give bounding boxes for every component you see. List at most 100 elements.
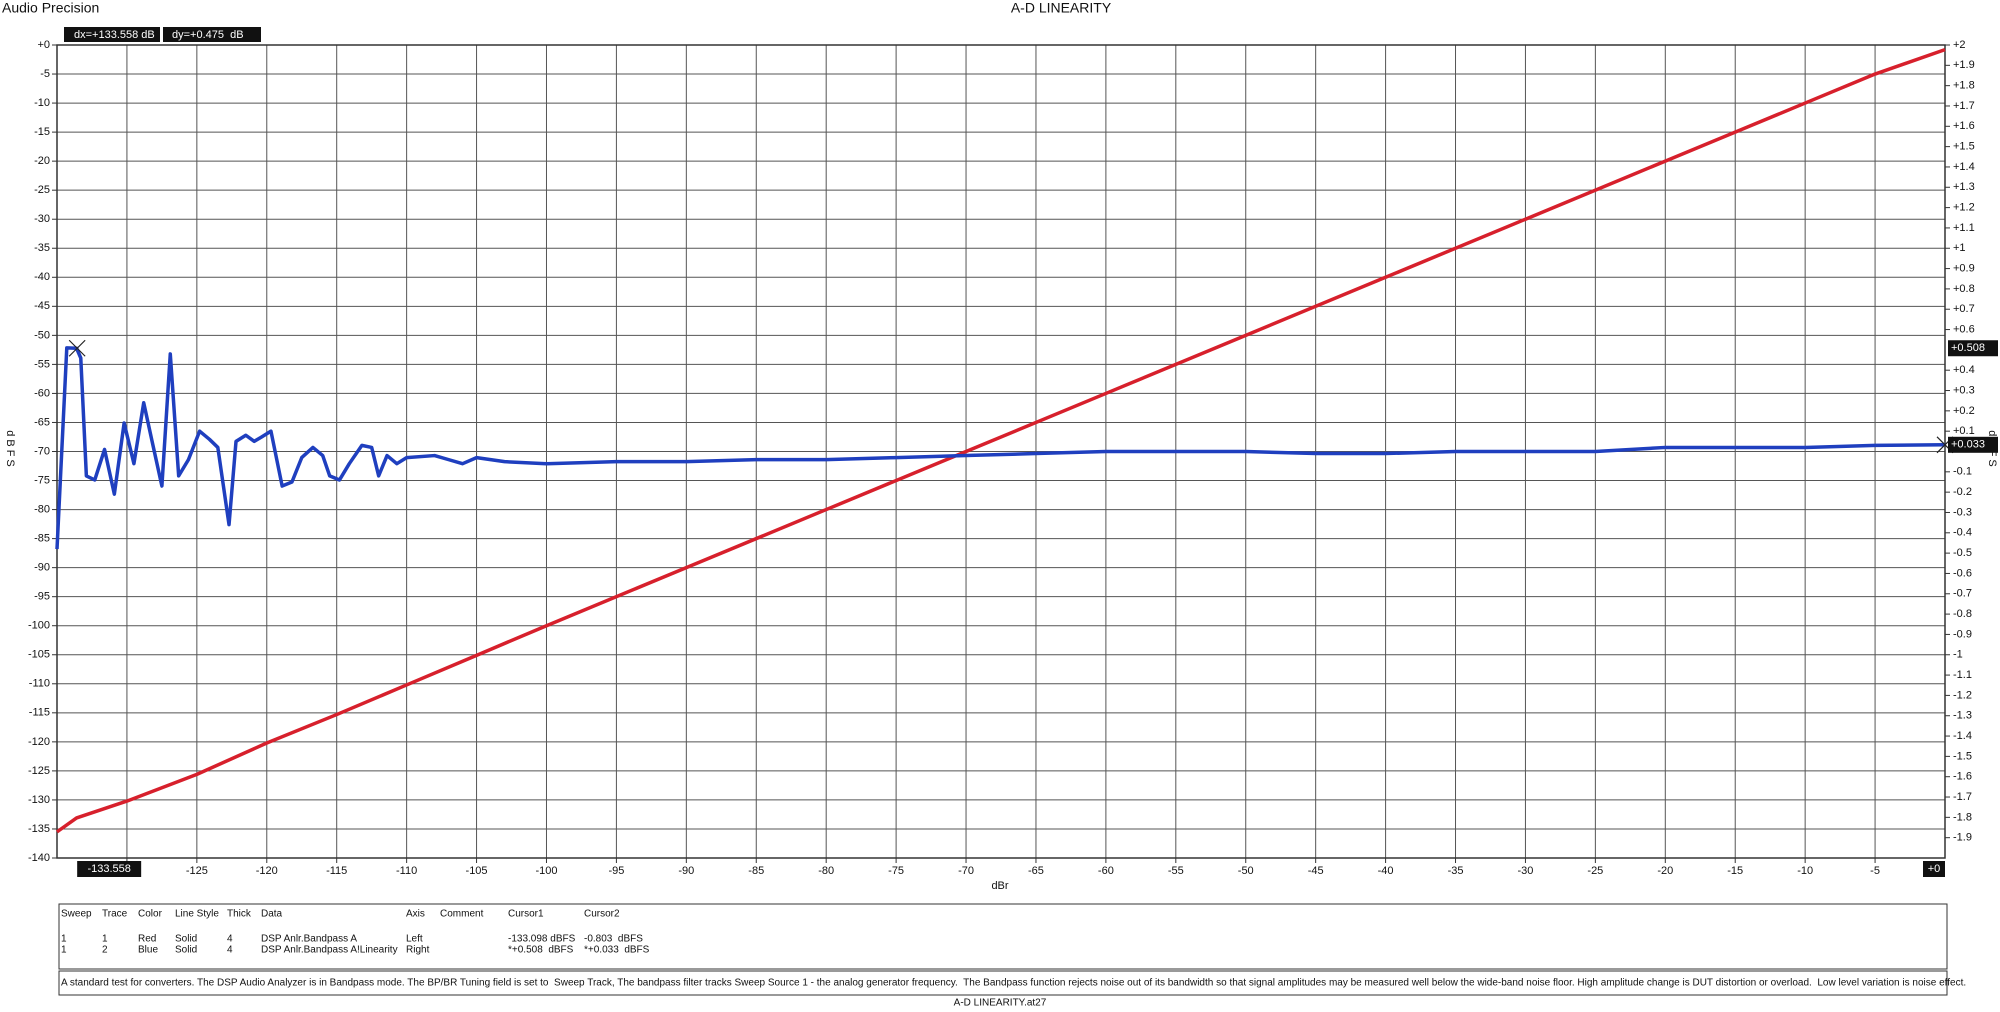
x-tick-label: -75	[888, 865, 904, 877]
y2-tick-label: +0.7	[1953, 303, 1975, 315]
y2-tick-label: +0.9	[1953, 262, 1975, 274]
y2-tick-label: -0.3	[1953, 506, 1972, 518]
y2-tick-label: +1.4	[1953, 161, 1975, 173]
y-tick-label: -5	[40, 68, 50, 80]
y2-tick-label: +1.5	[1953, 141, 1975, 153]
cursor-dx-box	[64, 27, 160, 42]
legend-table-box	[58, 903, 1948, 970]
y2-tick-label: -0.4	[1953, 527, 1972, 539]
y2-tick-label: -0.5	[1953, 547, 1972, 559]
y-tick-label: -125	[28, 765, 50, 777]
y-tick-label: -85	[34, 533, 50, 545]
y-tick-label: -80	[34, 503, 50, 515]
y2-tick-label: +1	[1953, 242, 1966, 254]
table-cell: -0.803 dBFS	[584, 934, 643, 945]
table-cell: *+0.033 dBFS	[584, 945, 650, 956]
table-cell: Solid	[175, 945, 197, 956]
y2-tick-label: -0.2	[1953, 486, 1972, 498]
table-cell: Red	[138, 934, 156, 945]
x-tick-label: -40	[1378, 865, 1394, 877]
y2-tick-label: -1.6	[1953, 771, 1972, 783]
x-tick-label: -85	[748, 865, 764, 877]
y-tick-label: -15	[34, 126, 50, 138]
y2-tick-label: +0.8	[1953, 283, 1975, 295]
x-tick-label: -105	[466, 865, 488, 877]
y-tick-label: -110	[29, 678, 50, 690]
x-tick-label: -50	[1238, 865, 1254, 877]
table-cell: DSP Anlr.Bandpass A	[261, 934, 357, 945]
y2-tick-label: -1.1	[1953, 669, 1972, 681]
table-cell: DSP Anlr.Bandpass A!Linearity	[261, 945, 398, 956]
table-header: Trace	[102, 909, 128, 920]
cursor-y-box	[1948, 340, 1998, 357]
y2-tick-label: +1.9	[1953, 59, 1975, 71]
y2-tick-label: -0.7	[1953, 588, 1972, 600]
y2-tick-label: -1.7	[1953, 791, 1972, 803]
x-tick-label: -70	[958, 865, 974, 877]
table-cell: 2	[102, 945, 108, 956]
y2-tick-label: -1.9	[1953, 832, 1972, 844]
chart-title: A-D LINEARITY	[1011, 0, 1112, 16]
table-header: Axis	[406, 909, 425, 920]
table-cell: Solid	[175, 934, 197, 945]
y2-tick-label: +0.3	[1953, 384, 1975, 396]
footer: A-D LINEARITY.at27	[954, 998, 1047, 1009]
cursor-dx: dx=+133.558 dB	[74, 29, 155, 41]
y-tick-label: -95	[34, 591, 50, 603]
x-tick-label: -90	[678, 865, 694, 877]
y2-tick-label: -1.5	[1953, 750, 1972, 762]
cursor-y-label: +0.508	[1951, 342, 1985, 354]
y2-tick-label: +0.2	[1953, 405, 1975, 417]
x-axis-label: dBr	[991, 880, 1008, 892]
y2-tick-label: +1.7	[1953, 100, 1975, 112]
y-tick-label: -100	[28, 620, 50, 632]
table-cell: 1	[61, 934, 67, 945]
y-tick-label: -10	[34, 97, 50, 109]
x-tick-label: -15	[1727, 865, 1743, 877]
plot-frame	[56, 44, 1946, 859]
y2-tick-label: +1.6	[1953, 120, 1975, 132]
y2-tick-label: -1.8	[1953, 811, 1972, 823]
x-tick-label: -10	[1797, 865, 1813, 877]
y-tick-label: -50	[34, 329, 50, 341]
note: A standard test for converters. The DSP …	[61, 978, 1966, 989]
table-header: Cursor1	[508, 909, 544, 920]
y-tick-label: -55	[34, 358, 50, 370]
cursor-marker	[68, 339, 86, 357]
y-tick-label: -60	[34, 387, 50, 399]
y2-tick-label: -0.9	[1953, 628, 1972, 640]
x-tick-label: -35	[1448, 865, 1464, 877]
y-tick-label: -40	[34, 271, 50, 283]
x-tick-label: -125	[186, 865, 208, 877]
x-tick-label: -65	[1028, 865, 1044, 877]
y2-tick-label: +1.2	[1953, 202, 1975, 214]
table-cell: 1	[61, 945, 67, 956]
cursor-y-box	[1948, 436, 1998, 453]
y-tick-label: -120	[28, 736, 50, 748]
note-box	[58, 970, 1948, 996]
brand: Audio Precision	[2, 0, 99, 16]
y-tick-label: -45	[34, 300, 50, 312]
y-tick-label: -105	[28, 649, 50, 661]
y-tick-label: -20	[34, 155, 50, 167]
y2-tick-label: -1.2	[1953, 689, 1972, 701]
data-line	[55, 346, 1946, 550]
cursor-dy-box	[163, 27, 261, 42]
x-tick-label: -120	[256, 865, 278, 877]
cursor-dy: dy=+0.475 dB	[172, 29, 244, 41]
table-header: Data	[261, 909, 283, 920]
x-tick-label: -110	[396, 865, 417, 877]
y-tick-label: -25	[34, 184, 50, 196]
table-cell: 4	[227, 934, 233, 945]
y-tick-label: +0	[37, 39, 50, 51]
x-tick-label: -60	[1098, 865, 1114, 877]
x-tick-label: -20	[1657, 865, 1673, 877]
x-tick-label: -30	[1517, 865, 1533, 877]
table-cell: Right	[406, 945, 430, 956]
y-tick-label: -75	[34, 474, 50, 486]
y-tick-label: -115	[29, 707, 50, 719]
y2-tick-label: -0.1	[1953, 466, 1972, 478]
y-tick-label: -65	[34, 416, 50, 428]
